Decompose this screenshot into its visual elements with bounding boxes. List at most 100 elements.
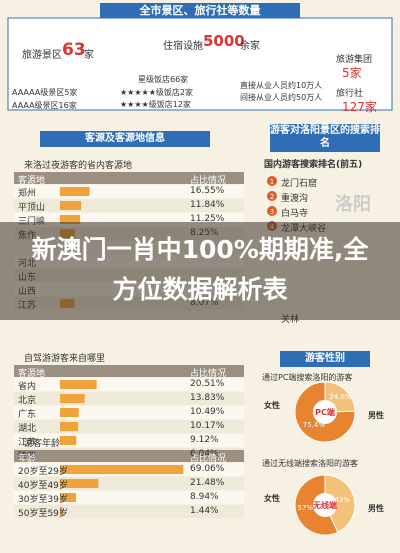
scenic-item: AAAAA级景区5家 (12, 88, 78, 97)
pie-center: PC端 (315, 408, 335, 417)
row-value: 6.04% (190, 449, 219, 459)
pie-value: 43% (334, 495, 351, 504)
bar (60, 436, 77, 445)
overlay-banner: 新澳门一肖中100%期期准,全方位数据解析表 (0, 222, 400, 320)
row-label: 20岁至29岁 (18, 467, 68, 477)
bar (60, 479, 99, 488)
row-label: 30岁至39岁 (18, 495, 68, 505)
star-hotels: 星级饭店66家 (138, 75, 189, 84)
jobs-item: 直接从业人员约10万人 (240, 81, 323, 90)
search-item: 关林 (281, 315, 300, 325)
row-label: 50岁至59岁 (18, 509, 68, 519)
bar (60, 380, 97, 389)
hotel-item: ★★★★级饭店12家 (120, 100, 191, 109)
row-label: 广东 (18, 410, 37, 420)
pie-legend: 女性 (264, 401, 280, 410)
row-value: 13.83% (190, 393, 225, 403)
rank-number: 2 (270, 193, 274, 201)
bar (60, 422, 79, 431)
table-title: 游客年龄 (24, 439, 61, 449)
table-header-cell: 占比情况 (190, 369, 227, 379)
pie-value: 57% (297, 504, 314, 513)
pie-hole (313, 400, 337, 424)
row-value: 69.06% (190, 464, 225, 474)
scenic-label: 旅游景区 (22, 50, 62, 61)
table-header (14, 172, 244, 184)
row-label: 湖北 (18, 424, 37, 434)
group-label: 旅行社 (336, 89, 364, 99)
search-item: 白马寺 (281, 209, 309, 219)
bar (60, 394, 85, 403)
table-header-cell: 占比情况 (190, 454, 227, 464)
rank-badge (267, 206, 277, 216)
bar (60, 465, 184, 474)
row-value: 16.55% (190, 186, 225, 196)
row-value: 10.49% (190, 407, 225, 417)
lodging-label: 住宿设施 (163, 41, 203, 52)
lodging-count: 5000 (203, 32, 245, 50)
row-label: 北京 (18, 396, 37, 406)
section-header: 客源及客源地信息 (40, 131, 210, 147)
bar (60, 408, 79, 417)
watermark: 洛阳 (335, 194, 371, 215)
row-value: 10.17% (190, 421, 225, 431)
table-header-cell: 客源地 (18, 369, 46, 379)
bar (60, 187, 90, 196)
pie-hole (313, 493, 337, 517)
pie-legend: 男性 (368, 504, 384, 513)
jobs-item: 间接从业人员约50万人 (240, 93, 323, 102)
table-header-cell: 年龄 (18, 454, 37, 464)
pie-value: 75.4% (302, 420, 325, 429)
section-header: 游客性别 (280, 351, 370, 367)
group-count: 127家 (342, 100, 377, 114)
rank-number: 3 (270, 208, 274, 216)
pie-caption: 通过无线端搜索洛阳的游客 (262, 459, 358, 468)
row-value: 21.48% (190, 478, 225, 488)
pie-center: 无线端 (313, 501, 337, 510)
row-label: 平顶山 (18, 203, 46, 213)
search-title: 国内游客搜索排名(前五) (264, 160, 363, 170)
pie-slice (294, 381, 356, 443)
table-row (14, 505, 244, 518)
pie-caption: 通过PC端搜索洛阳的游客 (262, 373, 353, 382)
rank-badge (267, 191, 277, 201)
group-count: 5家 (342, 66, 362, 80)
pie-value: 24.6% (329, 393, 352, 402)
pie-legend: 男性 (368, 411, 384, 420)
row-label: 江苏 (18, 438, 37, 448)
rank-number: 1 (270, 178, 274, 186)
table-header-cell: 客源地 (18, 176, 46, 186)
table-header-cell: 占比情况 (190, 176, 227, 186)
lodging-unit: 余家 (240, 41, 260, 52)
table-header (14, 365, 244, 377)
row-value: 20.51% (190, 379, 225, 389)
banner-title: 全市景区、旅行社等数量 (100, 3, 300, 18)
rank-badge (267, 176, 277, 186)
search-item: 龙门石窟 (281, 179, 318, 189)
row-value: 9.12% (190, 435, 219, 445)
pie-slice (324, 474, 356, 533)
row-value: 1.44% (190, 506, 219, 516)
table-title: 来洛过夜游客的省内客源地 (24, 161, 133, 171)
table-header (14, 450, 244, 462)
scenic-count: 63 (62, 40, 86, 60)
section-header: 游客对洛阳景区的搜索排名 (270, 124, 380, 152)
bar (60, 507, 63, 516)
row-label: 陕西 (18, 452, 37, 462)
row-label: 省内 (18, 382, 37, 392)
bar (60, 201, 82, 210)
banner-frame (7, 17, 393, 111)
hotel-item: ★★★★★级饭店2家 (120, 88, 193, 97)
bar (60, 493, 76, 502)
scenic-item: AAAA级景区16家 (12, 101, 77, 110)
bar (60, 215, 81, 224)
scenic-unit: 家 (84, 50, 94, 61)
pie-legend: 女性 (264, 494, 280, 503)
row-label: 40岁至49岁 (18, 481, 68, 491)
row-value: 11.84% (190, 200, 225, 210)
search-item: 重渡沟 (281, 194, 309, 204)
row-value: 11.25% (190, 214, 225, 224)
row-label: 郑州 (18, 189, 37, 199)
group-label: 旅游集团 (336, 55, 373, 65)
